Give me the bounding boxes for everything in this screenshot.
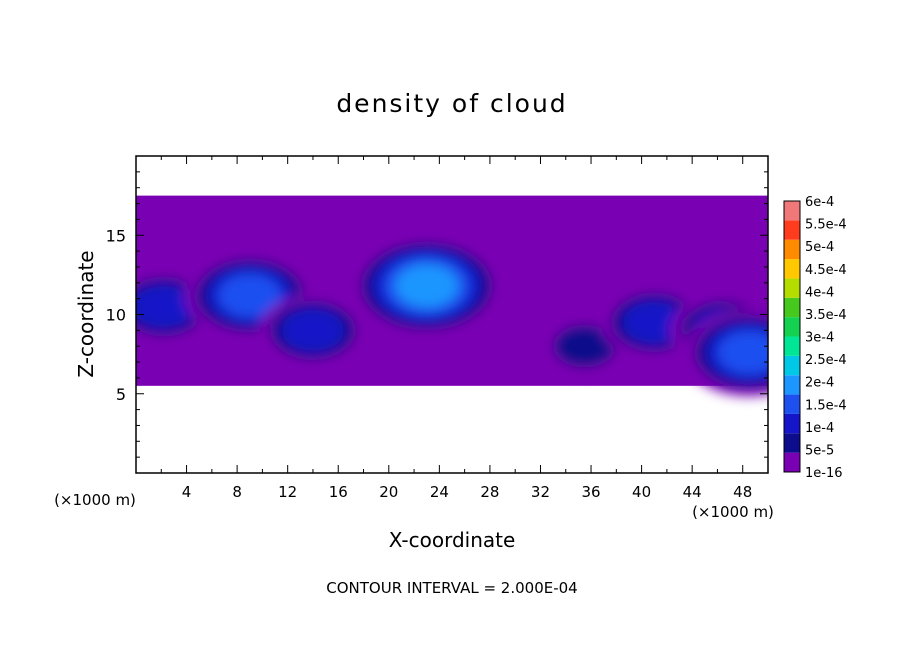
x-tick-label: 48 (733, 483, 752, 501)
x-tick-label: 20 (379, 483, 398, 501)
colorbar-label: 1e-16 (805, 466, 843, 481)
plot-area (136, 195, 768, 396)
x-tick-label: 12 (278, 483, 297, 501)
colorbar-swatch (784, 259, 800, 279)
colorbar-swatch (784, 239, 800, 260)
colorbar-label: 1e-4 (805, 421, 834, 436)
y-tick-label: 15 (106, 226, 126, 245)
x-tick-label: 28 (480, 483, 499, 501)
x-tick-label: 32 (531, 483, 550, 501)
colorbar-swatch (784, 317, 800, 337)
colorbar-label: 5.5e-4 (805, 218, 847, 233)
colorbar-swatch (784, 201, 800, 221)
colorbar-label: 3.5e-4 (805, 308, 847, 323)
colorbar-swatch (784, 433, 800, 453)
colorbar-label: 2e-4 (805, 376, 834, 391)
y-axis-label: Z-coordinate (74, 250, 98, 377)
x-tick-label: 4 (182, 483, 192, 501)
x-ticks: 4 8 12 16 20 24 28 32 36 40 44 48 (160, 156, 752, 501)
y-tick-label: 10 (106, 306, 126, 325)
colorbar-swatch (784, 278, 800, 298)
colorbar-swatch (784, 336, 800, 356)
colorbar-label: 4.5e-4 (805, 263, 847, 278)
contour-interval-note: CONTOUR INTERVAL = 2.000E-04 (326, 579, 577, 597)
colorbar-label: 5e-4 (805, 240, 834, 255)
colorbar-swatch (784, 394, 800, 414)
x-tick-label: 8 (232, 483, 242, 501)
density-contour (136, 285, 196, 328)
colorbar-label: 6e-4 (805, 195, 834, 210)
x-tick-label: 44 (683, 483, 702, 501)
contour-blobs (136, 235, 768, 396)
colorbar-swatch (784, 452, 800, 472)
x-tick-label: 40 (632, 483, 651, 501)
colorbar-frame (783, 200, 801, 473)
colorbar-label: 3e-4 (805, 331, 834, 346)
x-tick-label: 36 (581, 483, 600, 501)
density-contour (218, 274, 282, 317)
colorbar-label: 4e-4 (805, 285, 834, 300)
x-unit-label-left: (×1000 m) (54, 491, 136, 509)
colorbar-label: 1.5e-4 (805, 398, 847, 413)
density-field (136, 195, 768, 396)
density-contour (395, 264, 459, 308)
colorbar-swatch (784, 220, 800, 240)
colorbar-swatch (784, 297, 800, 318)
colorbar-label: 2.5e-4 (805, 353, 847, 368)
x-unit-label-right: (×1000 m) (692, 503, 774, 521)
y-tick-label: 5 (116, 385, 126, 404)
y-ticks: 5 10 15 (106, 171, 768, 458)
colorbar-swatch (784, 355, 800, 376)
density-contour (281, 309, 345, 352)
chart-title: density of cloud (336, 89, 567, 118)
density-contour (622, 301, 686, 344)
colorbar-swatch (784, 375, 800, 395)
density-contour (553, 324, 617, 368)
density-contour (717, 331, 768, 374)
colorbar: 1e-16 5e-5 1e-4 1.5e-4 2e-4 2.5e-4 3e-4 3.5e-4 4… (783, 195, 847, 481)
colorbar-label: 5e-5 (805, 443, 834, 458)
x-tick-label: 16 (329, 483, 348, 501)
x-axis-label: X-coordinate (389, 528, 516, 552)
x-tick-label: 24 (430, 483, 449, 501)
colorbar-swatch (784, 413, 800, 434)
